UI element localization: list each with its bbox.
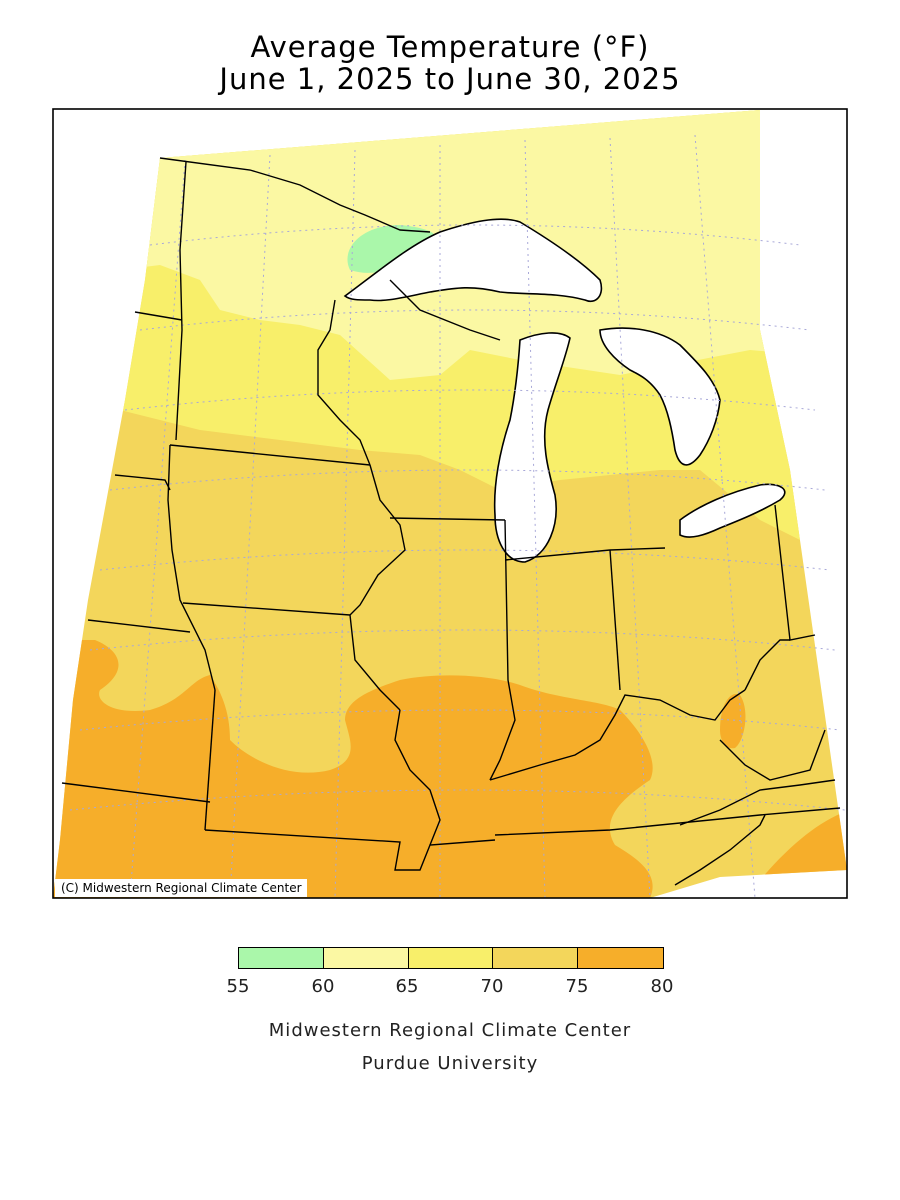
legend-swatch-65-70	[409, 948, 494, 968]
legend-tick: 70	[472, 976, 512, 997]
legend-tick: 80	[642, 976, 682, 997]
legend-swatch-55-60	[239, 948, 324, 968]
color-legend	[238, 947, 664, 969]
legend-tick: 60	[303, 976, 343, 997]
legend-tick: 75	[557, 976, 597, 997]
legend-swatch-70-75	[493, 948, 578, 968]
legend-tick: 65	[387, 976, 427, 997]
footer-university: Purdue University	[0, 1053, 900, 1074]
legend-swatch-60-65	[324, 948, 409, 968]
legend-swatch-75-80	[578, 948, 663, 968]
legend-tick: 55	[218, 976, 258, 997]
copyright-notice: (C) Midwestern Regional Climate Center	[55, 879, 307, 897]
temperature-zones	[40, 100, 870, 900]
footer-organization: Midwestern Regional Climate Center	[0, 1020, 900, 1041]
